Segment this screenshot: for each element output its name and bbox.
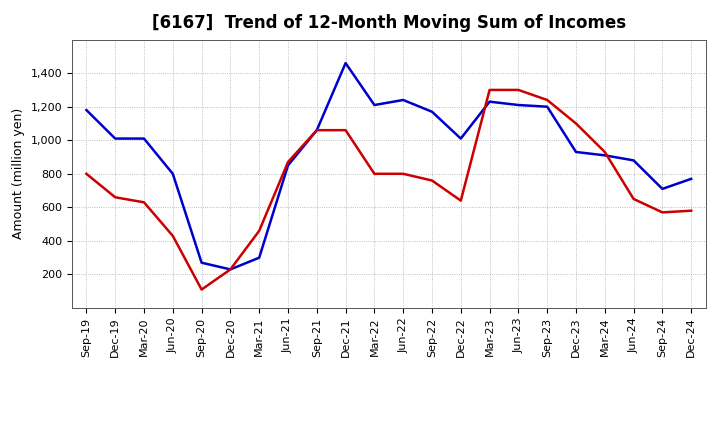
Net Income bbox=[572, 121, 580, 126]
Ordinary Income bbox=[485, 99, 494, 104]
Y-axis label: Amount (million yen): Amount (million yen) bbox=[12, 108, 25, 239]
Ordinary Income bbox=[312, 128, 321, 133]
Ordinary Income bbox=[111, 136, 120, 141]
Line: Net Income: Net Income bbox=[86, 90, 691, 290]
Net Income bbox=[399, 171, 408, 176]
Net Income bbox=[658, 210, 667, 215]
Net Income bbox=[456, 198, 465, 203]
Ordinary Income bbox=[168, 171, 177, 176]
Ordinary Income bbox=[341, 60, 350, 66]
Net Income bbox=[600, 149, 609, 154]
Ordinary Income bbox=[226, 267, 235, 272]
Net Income bbox=[687, 208, 696, 213]
Net Income bbox=[514, 87, 523, 92]
Net Income bbox=[629, 196, 638, 202]
Net Income bbox=[168, 233, 177, 238]
Net Income bbox=[255, 228, 264, 234]
Ordinary Income bbox=[284, 163, 292, 168]
Ordinary Income bbox=[572, 149, 580, 154]
Net Income bbox=[284, 159, 292, 165]
Net Income bbox=[341, 128, 350, 133]
Net Income bbox=[111, 194, 120, 200]
Title: [6167]  Trend of 12-Month Moving Sum of Incomes: [6167] Trend of 12-Month Moving Sum of I… bbox=[152, 15, 626, 33]
Net Income bbox=[82, 171, 91, 176]
Ordinary Income bbox=[255, 255, 264, 260]
Net Income bbox=[543, 97, 552, 103]
Line: Ordinary Income: Ordinary Income bbox=[86, 63, 691, 269]
Ordinary Income bbox=[428, 109, 436, 114]
Ordinary Income bbox=[543, 104, 552, 109]
Ordinary Income bbox=[82, 107, 91, 113]
Ordinary Income bbox=[140, 136, 148, 141]
Net Income bbox=[140, 200, 148, 205]
Ordinary Income bbox=[514, 103, 523, 108]
Ordinary Income bbox=[197, 260, 206, 265]
Net Income bbox=[428, 178, 436, 183]
Ordinary Income bbox=[600, 153, 609, 158]
Ordinary Income bbox=[658, 186, 667, 191]
Net Income bbox=[485, 87, 494, 92]
Net Income bbox=[197, 287, 206, 292]
Net Income bbox=[370, 171, 379, 176]
Net Income bbox=[312, 128, 321, 133]
Ordinary Income bbox=[399, 97, 408, 103]
Ordinary Income bbox=[629, 158, 638, 163]
Ordinary Income bbox=[370, 103, 379, 108]
Ordinary Income bbox=[456, 136, 465, 141]
Net Income bbox=[226, 267, 235, 272]
Ordinary Income bbox=[687, 176, 696, 181]
